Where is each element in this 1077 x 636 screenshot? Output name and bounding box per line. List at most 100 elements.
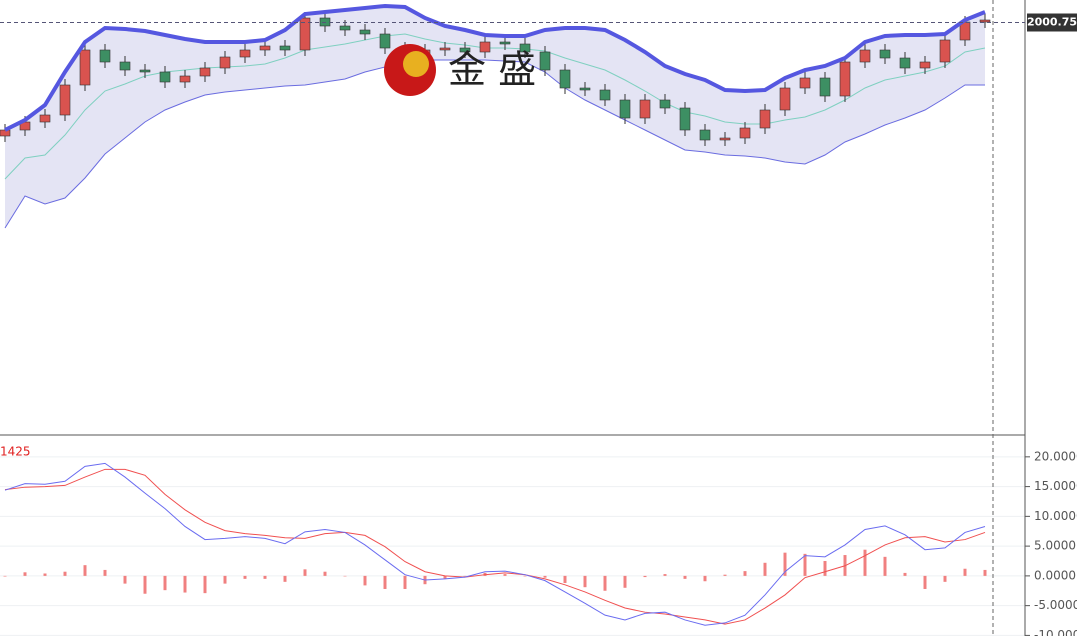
candle-body bbox=[199, 67, 211, 77]
histogram-bar bbox=[523, 575, 527, 577]
histogram-bar bbox=[443, 575, 447, 579]
histogram-bar bbox=[303, 569, 307, 576]
band-area bbox=[5, 6, 985, 228]
middle-band bbox=[4, 33, 986, 180]
histogram-bar bbox=[363, 575, 367, 586]
histogram-bar bbox=[983, 569, 987, 576]
candle-body bbox=[219, 56, 231, 69]
histogram-bar bbox=[803, 553, 807, 576]
candle-body bbox=[979, 19, 991, 23]
candle-body bbox=[659, 99, 671, 109]
candle-body bbox=[879, 49, 891, 59]
histogram-bar bbox=[863, 549, 867, 576]
candle-body bbox=[899, 57, 911, 69]
histogram-bar bbox=[503, 574, 507, 576]
histogram-bar bbox=[123, 575, 127, 584]
y-tick-label: 20.0000 bbox=[1034, 449, 1077, 463]
candle-body bbox=[99, 49, 111, 63]
histogram-bar bbox=[63, 571, 67, 576]
histogram-bar bbox=[83, 565, 87, 576]
histogram-bar bbox=[903, 572, 907, 576]
marks bbox=[0, 3, 991, 626]
candle-body bbox=[779, 87, 791, 111]
last-price-label: 2000.75 bbox=[1027, 16, 1077, 29]
y-tick-label: 10.0000 bbox=[1034, 509, 1077, 523]
histogram-bar bbox=[923, 575, 927, 589]
candle-body bbox=[119, 61, 131, 71]
histogram-bar bbox=[43, 573, 47, 576]
histogram-bar bbox=[243, 575, 247, 579]
histogram-bar bbox=[283, 575, 287, 582]
background bbox=[0, 6, 1025, 636]
histogram-bar bbox=[23, 572, 27, 576]
axis: 2000.75 20.0000 15.0000 10.0000 5.0000 0.0000… bbox=[0, 13, 1077, 636]
candle-body bbox=[359, 29, 371, 35]
histogram-bar bbox=[663, 574, 667, 576]
candle-body bbox=[479, 41, 491, 53]
candle-body bbox=[519, 43, 531, 53]
lower-band bbox=[4, 59, 985, 229]
histogram-bar bbox=[883, 556, 887, 576]
candle-body bbox=[859, 49, 871, 63]
histogram-bar bbox=[543, 575, 547, 578]
histogram-bar bbox=[163, 575, 167, 591]
candle-body bbox=[799, 77, 811, 89]
candle-body bbox=[39, 114, 51, 123]
histogram-bar bbox=[763, 562, 767, 576]
y-tick-label: 15.0000 bbox=[1034, 479, 1077, 493]
y-tick-label: -10.0000 bbox=[1034, 628, 1077, 636]
upper-band bbox=[4, 3, 986, 132]
candle-body bbox=[579, 87, 591, 91]
candle-body bbox=[739, 127, 751, 139]
candle-body bbox=[0, 129, 11, 137]
candle-body bbox=[339, 25, 351, 31]
histogram-bar bbox=[3, 575, 7, 577]
histogram-bar bbox=[963, 568, 967, 576]
candle-body bbox=[459, 47, 471, 53]
candle-body bbox=[159, 71, 171, 83]
candle-body bbox=[539, 51, 551, 71]
watermark: 金 盛 bbox=[384, 44, 536, 96]
candle-body bbox=[839, 61, 851, 97]
histogram-bar bbox=[143, 575, 147, 594]
candle-body bbox=[499, 41, 511, 45]
candle-body bbox=[759, 109, 771, 129]
candle-body bbox=[599, 89, 611, 101]
candle-body bbox=[239, 49, 251, 58]
candle-body bbox=[699, 129, 711, 141]
candle-body bbox=[179, 75, 191, 83]
histogram-bar bbox=[683, 575, 687, 579]
signal-line bbox=[4, 468, 986, 625]
histogram-bar bbox=[643, 575, 647, 578]
histogram-bar bbox=[563, 575, 567, 584]
candle-body bbox=[639, 99, 651, 119]
candle-body bbox=[79, 49, 91, 86]
histogram-bar bbox=[383, 575, 387, 589]
candle-body bbox=[279, 45, 291, 51]
candle-body bbox=[719, 137, 731, 141]
candle-body bbox=[919, 61, 931, 69]
histogram-bar bbox=[403, 575, 407, 589]
histogram-bar bbox=[203, 575, 207, 594]
histogram-bar bbox=[223, 575, 227, 584]
y-tick-label: 5.0000 bbox=[1034, 539, 1076, 553]
candle-body bbox=[299, 17, 311, 51]
histogram-bar bbox=[743, 571, 747, 576]
candle-body bbox=[819, 77, 831, 97]
macd-line bbox=[4, 462, 986, 626]
legend-text: 1425 bbox=[0, 445, 31, 459]
histogram-bar bbox=[623, 575, 627, 588]
histogram-bar bbox=[823, 561, 827, 576]
histogram-bar bbox=[463, 575, 467, 577]
histogram-bar bbox=[703, 575, 707, 582]
candle-body bbox=[259, 45, 271, 51]
y-tick-label: 0.0000 bbox=[1034, 568, 1076, 582]
histogram-bar bbox=[783, 552, 787, 576]
watermark-text: 金 盛 bbox=[448, 48, 536, 92]
candle-body bbox=[679, 107, 691, 131]
candle-body bbox=[59, 84, 71, 116]
histogram-bar bbox=[183, 575, 187, 593]
histogram-bar bbox=[723, 574, 727, 576]
logo-inner bbox=[403, 51, 429, 77]
